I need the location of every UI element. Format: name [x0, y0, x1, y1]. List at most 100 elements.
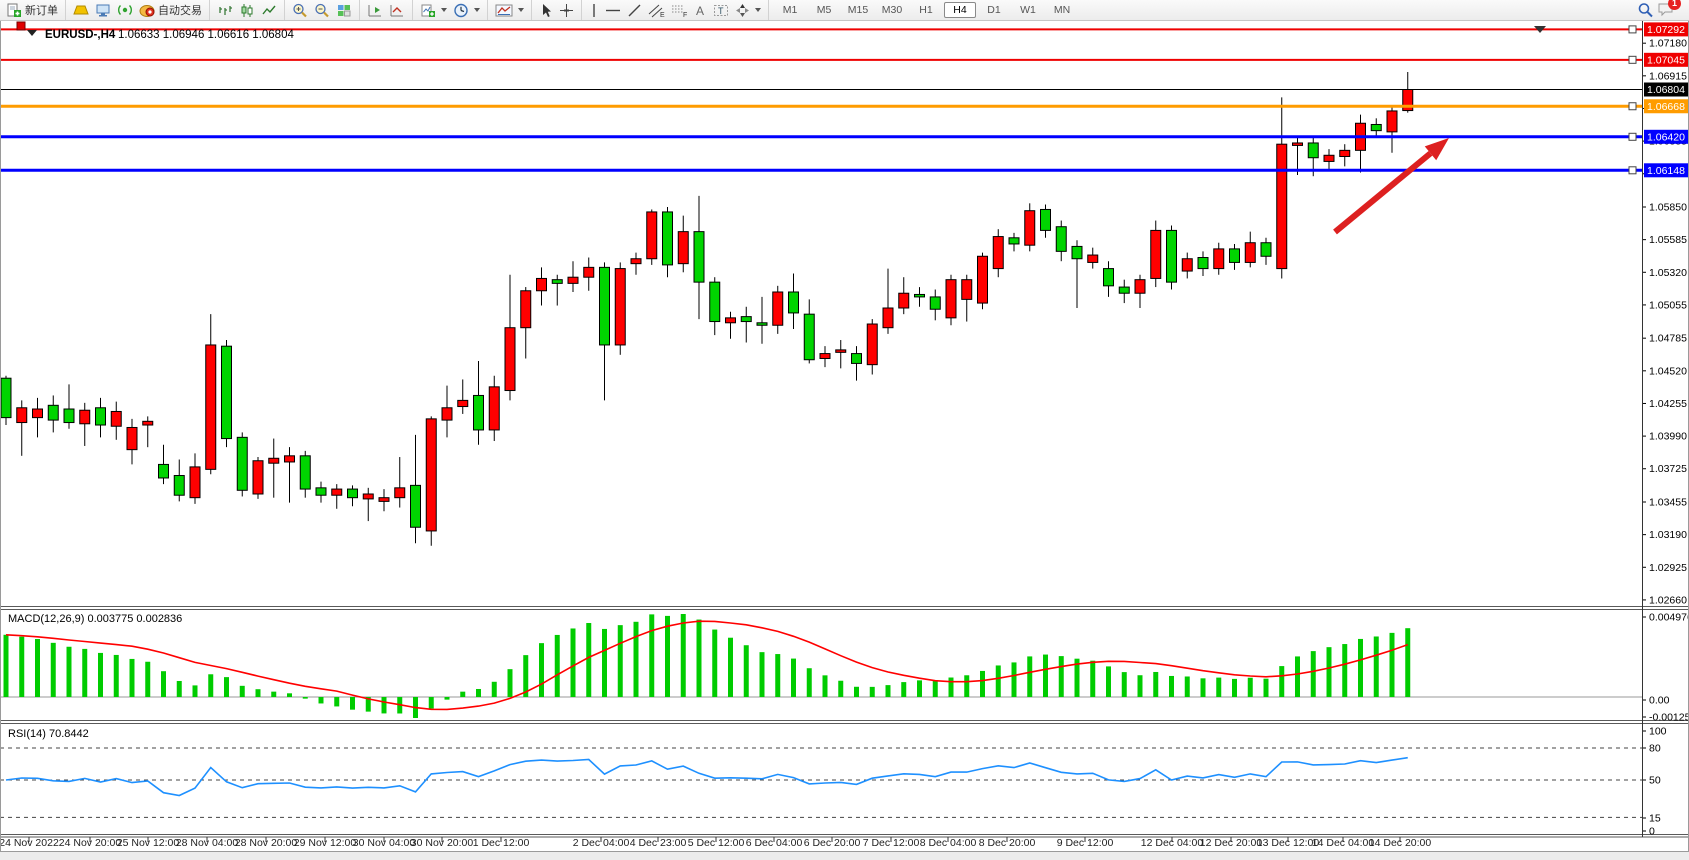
- bar-chart-icon: [217, 3, 233, 18]
- candle: [1055, 226, 1067, 252]
- crosshair-tool-button[interactable]: [556, 2, 577, 19]
- new-order-button[interactable]: 新订单: [4, 1, 61, 19]
- fibonacci-icon: F: [671, 3, 688, 18]
- symbol-period-label: EURUSD-,H4: [45, 29, 116, 41]
- tf-button-w1[interactable]: W1: [1020, 4, 1036, 16]
- gold-button[interactable]: [70, 2, 92, 18]
- notifications-button[interactable]: 1: [1657, 0, 1681, 20]
- chart-shift-marker[interactable]: [1534, 26, 1546, 33]
- macd-bar: [775, 654, 781, 697]
- candle: [110, 410, 122, 427]
- macd-bar: [1342, 644, 1348, 697]
- templates-button[interactable]: [492, 2, 527, 19]
- price-tick: 1.04785: [1649, 333, 1687, 345]
- tf-button-m1[interactable]: M1: [782, 4, 798, 16]
- fibonacci-tool-button[interactable]: F: [668, 2, 691, 19]
- tf-button-mn[interactable]: MN: [1053, 4, 1071, 16]
- time-label: 12 Dec 04:00: [1141, 837, 1204, 849]
- price-levels[interactable]: 1.07292 1.07045 1.06804 1.06668 1.06420 1.061…: [0, 22, 1689, 178]
- time-label: 8 Dec 20:00: [979, 837, 1036, 849]
- candle: [536, 277, 547, 292]
- text-tool-button[interactable]: A: [691, 2, 710, 19]
- chart-title: EURUSD-,H4 1.06633 1.06946 1.06616 1.0680…: [16, 21, 294, 41]
- time-label: 25 Nov 12:00: [117, 837, 180, 849]
- label-tool-button[interactable]: T: [710, 2, 732, 19]
- candle: [992, 236, 1004, 270]
- search-button[interactable]: [1634, 1, 1657, 19]
- arrows-icon: [735, 3, 750, 18]
- chart-canvas[interactable]: 1.071801.069151.066501.063851.061201.058…: [0, 20, 1689, 860]
- candle: [221, 345, 232, 440]
- market-watch-button[interactable]: [92, 2, 114, 18]
- arrows-tool-button[interactable]: [732, 2, 764, 19]
- macd-bar: [255, 689, 261, 697]
- candle: [1197, 257, 1209, 270]
- line-chart-mode-button[interactable]: [258, 2, 280, 19]
- macd-bar: [35, 639, 40, 697]
- candle: [299, 455, 311, 490]
- auto-scroll-button[interactable]: [386, 2, 408, 19]
- candlestick-mode-button[interactable]: [236, 2, 258, 19]
- macd-axis-tick: 0.004976: [1649, 612, 1689, 624]
- candle: [614, 268, 626, 346]
- period-button[interactable]: [450, 2, 483, 19]
- line-handle: [1628, 55, 1637, 64]
- rsi-axis-tick: 50: [1649, 775, 1661, 787]
- candle: [236, 436, 248, 491]
- candle: [47, 404, 59, 421]
- autotrade-button[interactable]: 自动交易: [136, 1, 205, 19]
- candle: [945, 279, 957, 319]
- tile-windows-button[interactable]: [333, 2, 355, 19]
- candle: [599, 266, 610, 346]
- zoom-out-button[interactable]: [311, 2, 333, 19]
- tf-button-m5[interactable]: M5: [816, 4, 832, 16]
- monitor-icon: [95, 3, 111, 17]
- gold-icon: [73, 3, 89, 17]
- candle: [488, 386, 500, 431]
- macd-bar: [995, 665, 1001, 697]
- macd-axis-tick: -0.001251: [1649, 712, 1689, 724]
- macd-bar: [334, 697, 340, 707]
- macd-bar: [98, 652, 103, 697]
- candle: [709, 281, 721, 323]
- macd-bar: [113, 654, 119, 697]
- zoom-in-button[interactable]: [289, 2, 311, 19]
- time-label: 28 Nov 04:00: [176, 837, 239, 849]
- new-chart-button[interactable]: [417, 2, 450, 19]
- hline-tool-button[interactable]: [602, 2, 624, 19]
- macd-bar: [1011, 662, 1017, 697]
- candle: [268, 457, 280, 464]
- candle: [630, 258, 642, 265]
- trend-arrow-annotation[interactable]: [1333, 138, 1449, 235]
- tf-button-d1[interactable]: D1: [987, 4, 1001, 16]
- signals-button[interactable]: [114, 2, 136, 18]
- macd-bar: [129, 658, 135, 697]
- tf-button-m15[interactable]: M15: [847, 4, 869, 16]
- macd-bar: [680, 614, 686, 697]
- notification-badge: 1: [1668, 0, 1681, 10]
- macd-bar: [1027, 656, 1033, 697]
- candle: [1260, 242, 1272, 257]
- macd-bar: [712, 629, 718, 697]
- chart-shift-button[interactable]: [364, 2, 386, 19]
- candle: [819, 353, 831, 360]
- cursor-tool-button[interactable]: [536, 2, 556, 19]
- channel-tool-button[interactable]: E: [645, 2, 668, 19]
- vline-tool-button[interactable]: [586, 2, 602, 19]
- macd-bar: [665, 615, 670, 697]
- macd-bar: [318, 697, 324, 704]
- candle: [567, 276, 579, 284]
- macd-bar: [980, 670, 985, 697]
- macd-bar: [1263, 678, 1269, 697]
- trendline-tool-button[interactable]: [624, 2, 645, 19]
- tf-button-h1[interactable]: H1: [919, 4, 933, 16]
- macd-bar: [791, 658, 796, 697]
- clock-icon: [453, 3, 469, 18]
- tf-button-h4[interactable]: H4: [944, 2, 976, 18]
- line-handle: [1628, 166, 1637, 175]
- bar-chart-mode-button[interactable]: [214, 2, 236, 19]
- time-label: 7 Dec 12:00: [863, 837, 920, 849]
- autotrade-icon: [139, 3, 155, 17]
- tf-button-m30[interactable]: M30: [881, 4, 903, 16]
